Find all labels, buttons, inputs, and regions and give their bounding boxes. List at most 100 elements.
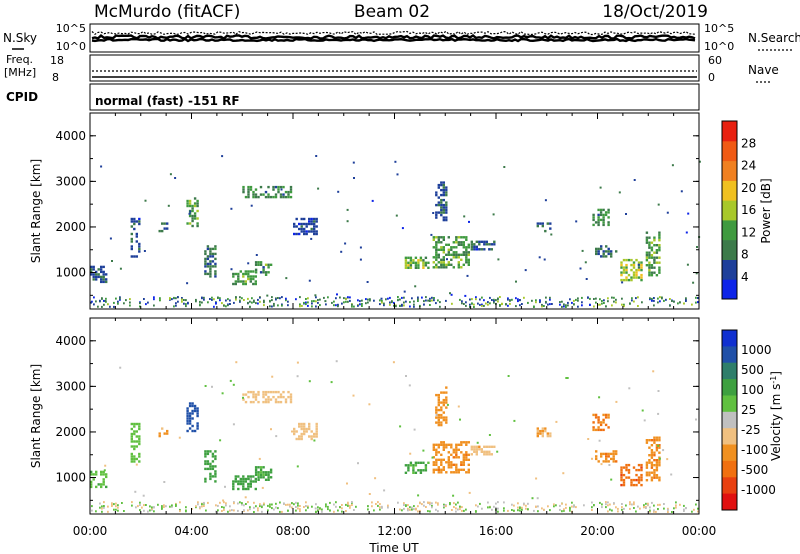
echo-cell <box>166 432 169 435</box>
echo-cell <box>488 453 491 456</box>
scatter-cell <box>97 305 99 308</box>
echo-cell <box>166 227 169 230</box>
echo-cell <box>615 460 618 463</box>
echo-cell <box>105 278 108 281</box>
scatter-cell <box>139 305 141 308</box>
echo-cell <box>300 217 303 221</box>
echo-cell <box>650 479 654 482</box>
echo-cell <box>592 218 595 222</box>
echo-cell <box>650 466 654 469</box>
scatter-cell <box>457 508 459 511</box>
scatter-cell <box>209 298 211 300</box>
echo-cell <box>130 237 133 241</box>
scatter-cell <box>393 304 395 307</box>
power-colorbar-swatch <box>722 160 737 181</box>
scatter-cell <box>427 501 429 504</box>
echo-cell <box>414 464 418 467</box>
sparse-echo <box>591 457 593 460</box>
echo-cell <box>191 204 194 208</box>
echo-cell <box>206 460 210 463</box>
echo-cell <box>483 248 486 251</box>
scatter-cell <box>421 296 423 299</box>
scatter-cell <box>333 300 335 303</box>
echo-cell <box>247 487 250 491</box>
echo-cell <box>632 478 636 482</box>
echo-cell <box>648 446 651 449</box>
echo-cell <box>191 409 194 413</box>
scatter-cell <box>401 509 403 512</box>
echo-cell <box>490 445 493 448</box>
echo-cell <box>257 476 260 479</box>
echo-cell <box>267 398 270 401</box>
scatter-cell <box>271 296 273 299</box>
echo-cell <box>249 275 252 278</box>
echo-cell <box>650 249 654 252</box>
scatter-cell <box>143 509 145 512</box>
sparse-echo <box>687 212 690 215</box>
scatter-cell <box>185 509 187 512</box>
scatter-cell <box>147 301 149 304</box>
echo-cell <box>452 463 455 466</box>
echo-cell <box>214 455 217 458</box>
echo-cell <box>209 267 212 271</box>
sparse-echo <box>431 456 434 459</box>
scatter-cell <box>321 510 323 513</box>
echo-cell <box>627 258 631 262</box>
scatter-cell <box>113 301 115 304</box>
scatter-cell <box>571 501 573 504</box>
echo-cell <box>257 195 260 199</box>
echo-cell <box>247 395 250 399</box>
scatter-cell <box>655 510 657 513</box>
echo-cell <box>455 448 458 451</box>
echo-cell <box>196 424 199 428</box>
echo-cell <box>239 280 242 283</box>
echo-cell <box>475 450 478 453</box>
scatter-cell <box>443 506 445 509</box>
scatter-cell <box>443 505 445 508</box>
echo-cell <box>419 256 423 259</box>
echo-cell <box>102 278 105 281</box>
echo-cell <box>597 416 600 419</box>
echo-cell <box>437 241 440 244</box>
echo-cell <box>188 412 192 415</box>
scatter-cell <box>653 504 655 507</box>
echo-region <box>254 466 273 481</box>
echo-region <box>592 208 610 227</box>
scatter-cell <box>251 297 253 300</box>
echo-cell <box>445 461 448 464</box>
echo-cell <box>234 477 237 481</box>
nsky-trace-lower <box>91 37 696 43</box>
scatter-cell <box>593 305 595 308</box>
scatter-cell <box>243 509 245 512</box>
echo-cell <box>445 211 448 214</box>
echo-cell <box>315 232 318 236</box>
power-colorbar-tick: 20 <box>741 181 756 195</box>
scatter-cell <box>537 505 539 508</box>
echo-cell <box>597 250 600 253</box>
scatter-cell <box>437 510 439 513</box>
echo-cell <box>214 475 217 478</box>
echo-cell <box>267 478 270 481</box>
scatter-cell <box>353 305 355 308</box>
echo-cell <box>138 455 141 458</box>
scatter-cell <box>653 509 655 512</box>
scatter-cell <box>269 503 271 506</box>
scatter-cell <box>385 298 387 301</box>
beam-title: Beam 02 <box>354 2 430 22</box>
echo-cell <box>452 251 455 254</box>
scatter-cell <box>633 300 635 303</box>
echo-cell <box>419 259 423 262</box>
velocity-colorbar-tick: -100 <box>741 443 768 457</box>
echo-cell <box>254 471 258 474</box>
scatter-cell <box>565 506 567 509</box>
scatter-cell <box>101 297 103 300</box>
echo-cell <box>135 430 138 433</box>
echo-cell <box>249 185 253 189</box>
scatter-cell <box>413 303 415 306</box>
scatter-cell <box>129 301 131 304</box>
echo-cell <box>214 270 217 273</box>
sparse-echo <box>565 377 568 379</box>
echo-cell <box>289 395 293 399</box>
scatter-cell <box>233 501 235 504</box>
